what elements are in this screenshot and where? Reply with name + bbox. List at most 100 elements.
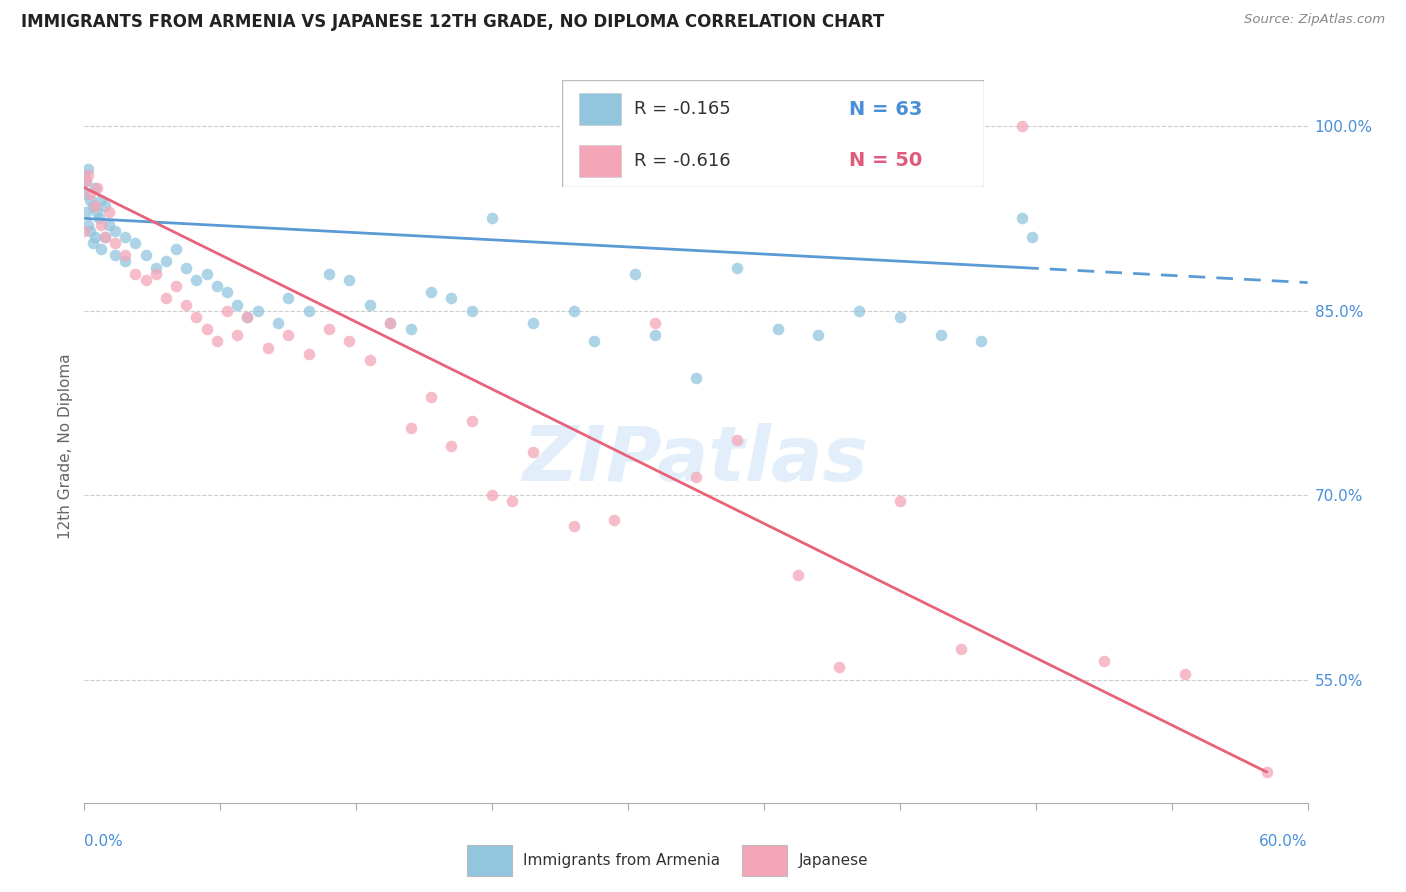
Y-axis label: 12th Grade, No Diploma: 12th Grade, No Diploma [58, 353, 73, 539]
Point [970, 334, 993, 349]
Point [165, 242, 187, 256]
Text: N = 50: N = 50 [849, 151, 922, 170]
Point [186, 310, 208, 324]
Point [502, 494, 524, 508]
Point [603, 513, 626, 527]
Point [380, 316, 402, 330]
Text: 60.0%: 60.0% [1260, 834, 1308, 849]
Point [420, 285, 443, 300]
Point [929, 328, 952, 343]
Point [1011, 211, 1033, 226]
Point [104, 248, 127, 262]
Point [1021, 230, 1043, 244]
Point [165, 279, 187, 293]
Text: Immigrants from Armenia: Immigrants from Armenia [523, 854, 720, 868]
Point [257, 341, 280, 355]
Text: 0.0%: 0.0% [84, 834, 124, 849]
Point [217, 285, 239, 300]
Point [725, 433, 748, 447]
Point [277, 328, 299, 343]
Point [522, 316, 544, 330]
Point [298, 347, 321, 361]
Point [1092, 654, 1115, 668]
Point [298, 303, 321, 318]
Point [481, 211, 503, 226]
Point [685, 469, 707, 483]
Point [93, 199, 117, 213]
Point [77, 162, 100, 177]
Point [86, 205, 108, 219]
Point [562, 303, 585, 318]
Point [124, 235, 146, 250]
Point [889, 310, 911, 324]
Point [246, 303, 269, 318]
Point [440, 439, 463, 453]
Point [420, 390, 443, 404]
Point [135, 248, 157, 262]
Point [217, 303, 239, 318]
Point [77, 169, 100, 183]
Point [318, 322, 340, 336]
Point [399, 420, 422, 434]
Point [174, 260, 197, 275]
Point [685, 371, 707, 385]
Point [226, 297, 249, 311]
Point [461, 414, 484, 428]
Point [186, 273, 208, 287]
Point [624, 267, 647, 281]
Point [75, 205, 97, 219]
Text: R = -0.165: R = -0.165 [634, 100, 731, 118]
Point [104, 224, 127, 238]
Point [83, 180, 105, 194]
Bar [467, 846, 512, 876]
Point [1011, 119, 1033, 133]
Point [93, 230, 117, 244]
Point [399, 322, 422, 336]
Bar [579, 145, 621, 177]
Point [583, 334, 606, 349]
Point [195, 322, 218, 336]
Point [145, 260, 167, 275]
Point [83, 199, 105, 213]
Text: ZIPatlas: ZIPatlas [523, 424, 869, 497]
Point [155, 291, 177, 305]
Point [950, 642, 973, 657]
Point [339, 273, 361, 287]
Point [848, 303, 870, 318]
Point [83, 230, 105, 244]
Text: Source: ZipAtlas.com: Source: ZipAtlas.com [1244, 13, 1385, 27]
Point [90, 193, 112, 207]
Point [155, 254, 177, 268]
Point [75, 174, 97, 188]
Point [787, 568, 810, 582]
Point [73, 169, 96, 183]
Point [97, 218, 120, 232]
Point [135, 273, 157, 287]
Point [522, 445, 544, 459]
Point [174, 297, 197, 311]
Point [359, 297, 381, 311]
Point [889, 494, 911, 508]
Point [114, 230, 136, 244]
Point [75, 174, 97, 188]
Point [205, 279, 228, 293]
Point [339, 334, 361, 349]
Point [380, 316, 402, 330]
Point [461, 303, 484, 318]
Point [79, 224, 101, 238]
Point [807, 328, 830, 343]
Point [644, 328, 666, 343]
Point [828, 660, 851, 674]
Point [236, 310, 259, 324]
Point [86, 180, 108, 194]
Point [440, 291, 463, 305]
Point [97, 205, 120, 219]
Bar [579, 93, 621, 125]
Point [644, 316, 666, 330]
Point [79, 186, 101, 201]
Point [104, 235, 127, 250]
Point [114, 254, 136, 268]
Point [481, 488, 503, 502]
Point [766, 322, 789, 336]
Point [277, 291, 299, 305]
